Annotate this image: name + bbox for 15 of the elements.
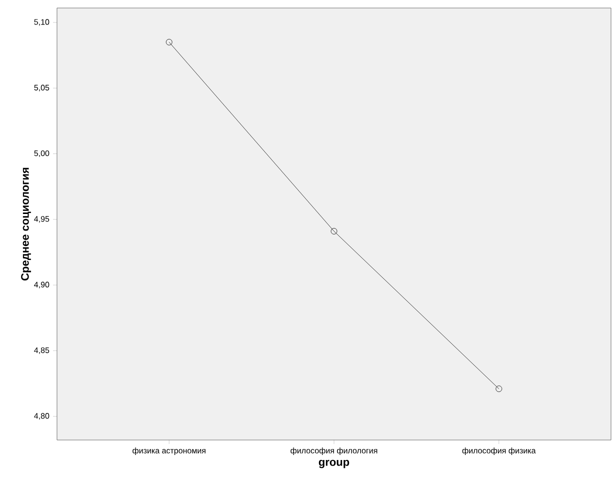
x-axis-title: group xyxy=(318,460,350,468)
y-tick-label: 5,10 xyxy=(34,19,50,26)
y-tick-label: 4,90 xyxy=(34,282,50,288)
y-axis-title: Среднее социология xyxy=(21,168,32,280)
x-tick-label: физика астрономия xyxy=(132,448,206,455)
point xyxy=(166,38,172,46)
x-tick-label: философия физика xyxy=(462,448,536,455)
point xyxy=(496,386,502,392)
y-tick-label: 5,00 xyxy=(34,150,50,158)
point xyxy=(330,228,338,234)
x-tick-label: философия филология xyxy=(290,448,378,455)
y-tick-label: 5,05 xyxy=(34,84,50,92)
y-tick-label: 4,85 xyxy=(34,347,50,354)
y-tick-label: 4,80 xyxy=(34,413,50,420)
y-tick-label: 4,95 xyxy=(34,216,50,223)
